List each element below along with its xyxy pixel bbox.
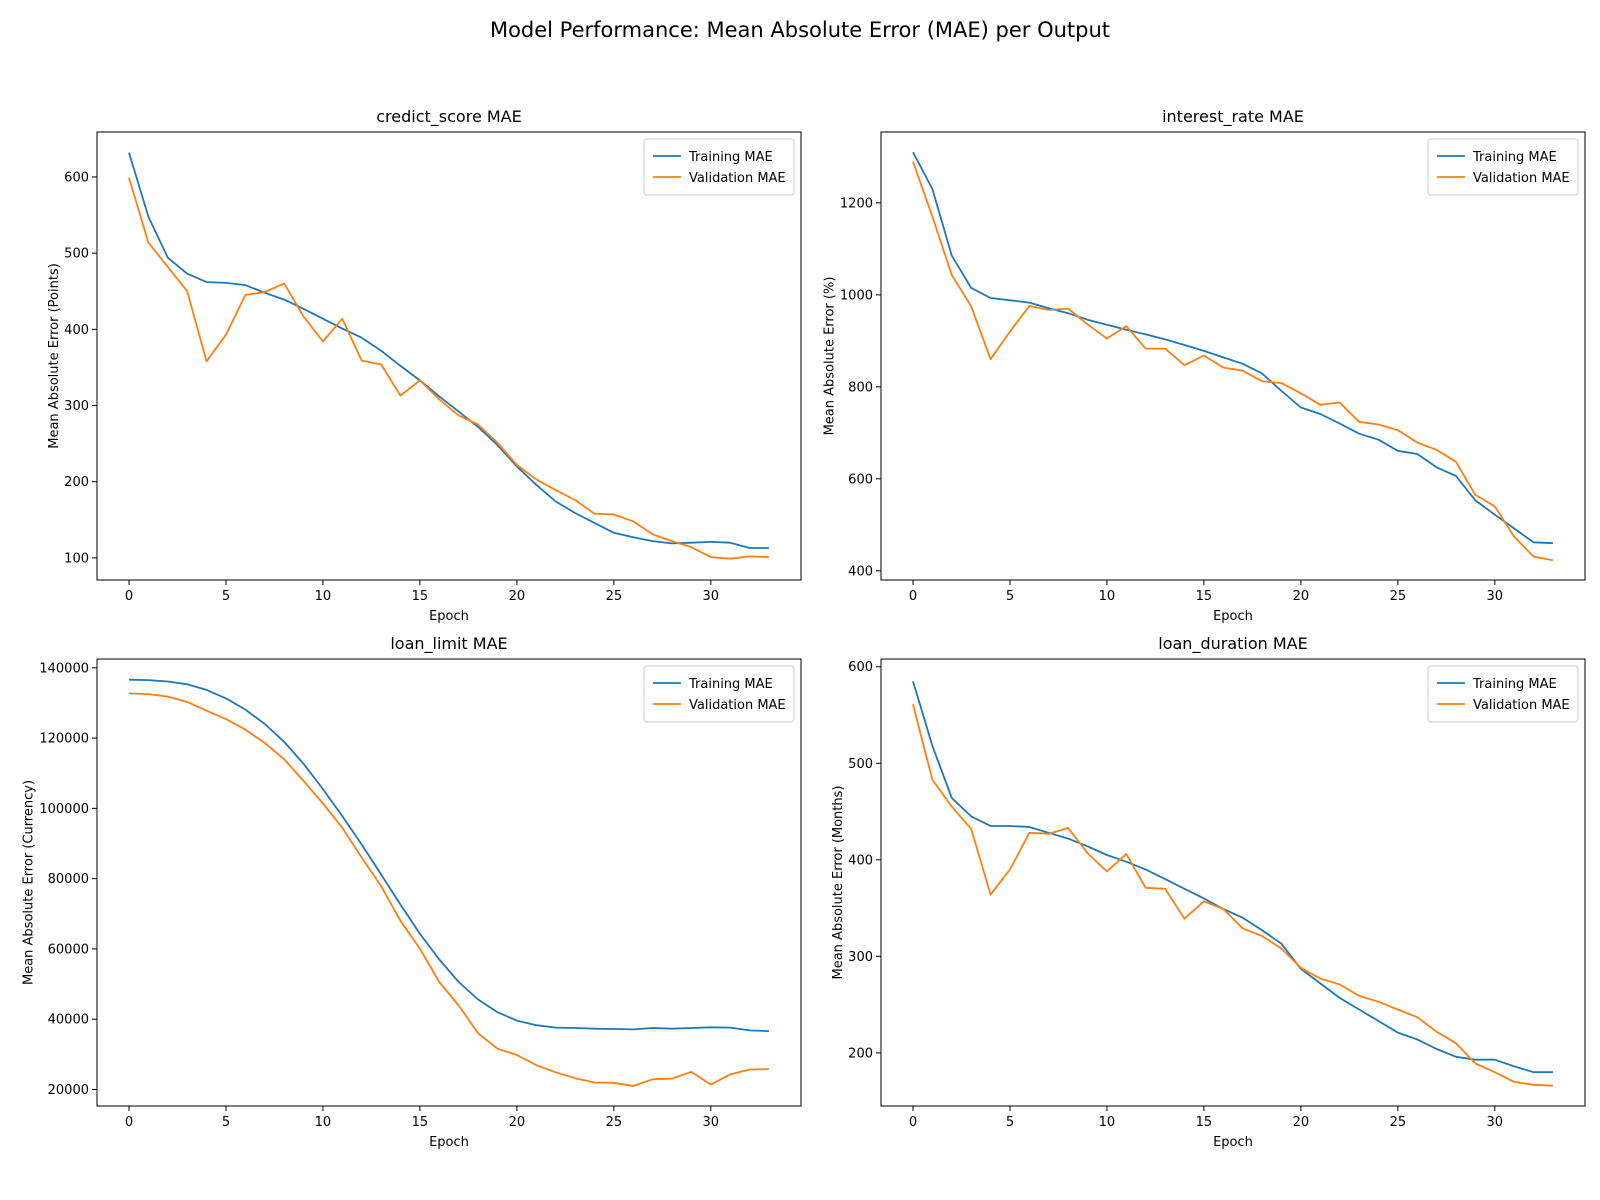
- x-tick-label: 0: [125, 1115, 133, 1130]
- x-tick-label: 15: [412, 1115, 429, 1130]
- x-tick-label: 5: [1006, 1115, 1014, 1130]
- legend-label: Training MAE: [1472, 677, 1557, 692]
- x-tick-label: 10: [1099, 1115, 1116, 1130]
- legend-label: Training MAE: [688, 677, 773, 692]
- x-axis-label: Epoch: [429, 609, 469, 624]
- y-tick-label: 100000: [39, 802, 89, 817]
- y-axis-label: Mean Absolute Error (Currency): [22, 780, 37, 985]
- y-tick-label: 100: [64, 551, 89, 566]
- chart-title: loan_duration MAE: [1158, 634, 1307, 654]
- chart-panel-2: loan_limit MAE 0 5 10 15 20 25 30 20000 40000 6000…: [22, 634, 802, 1150]
- series-line-training: [128, 152, 769, 549]
- series-line-training: [912, 151, 1554, 545]
- x-tick-label: 15: [1196, 1115, 1213, 1130]
- y-tick-label: 80000: [48, 872, 89, 887]
- legend: Training MAE Validation MAE: [1427, 665, 1579, 723]
- y-tick-label: 500: [64, 247, 89, 262]
- x-tick-label: 0: [909, 1115, 917, 1130]
- x-tick-label: 0: [125, 589, 133, 604]
- series-line-validation: [912, 161, 1554, 562]
- x-tick-label: 5: [1006, 589, 1014, 604]
- x-tick-label: 30: [1487, 1115, 1504, 1130]
- legend-box: [643, 138, 795, 196]
- x-tick-label: 15: [412, 589, 429, 604]
- y-tick-label: 300: [64, 399, 89, 414]
- series-line-validation: [128, 177, 770, 560]
- y-tick-label: 300: [848, 950, 873, 965]
- x-axis-label: Epoch: [429, 1135, 469, 1150]
- y-tick-label: 120000: [39, 732, 89, 747]
- plot-frame: [880, 658, 1586, 1107]
- legend: Training MAE Validation MAE: [1427, 138, 1579, 196]
- y-tick-label: 40000: [48, 1013, 89, 1028]
- y-tick-label: 600: [64, 170, 89, 185]
- x-tick-label: 25: [1390, 1115, 1407, 1130]
- y-tick-label: 20000: [48, 1083, 89, 1098]
- y-tick-label: 1200: [840, 196, 873, 211]
- legend-label: Training MAE: [1472, 150, 1557, 165]
- legend-box: [643, 665, 795, 723]
- y-tick-label: 1000: [840, 288, 873, 303]
- x-tick-label: 5: [222, 589, 230, 604]
- y-tick-label: 400: [848, 853, 873, 868]
- x-axis-label: Epoch: [1213, 609, 1253, 624]
- x-tick-label: 15: [1196, 589, 1213, 604]
- y-tick-label: 140000: [39, 661, 89, 676]
- y-tick-label: 400: [64, 323, 89, 338]
- chart-panel-1: interest_rate MAE 0 5 10 15 20 25 30 400 600 800 10…: [822, 107, 1586, 624]
- legend: Training MAE Validation MAE: [643, 665, 795, 723]
- plot-frame: [880, 131, 1586, 581]
- y-tick-label: 200: [64, 475, 89, 490]
- x-tick-label: 30: [703, 1115, 720, 1130]
- x-tick-label: 30: [703, 589, 720, 604]
- y-axis-label: Mean Absolute Error (Months): [831, 786, 846, 980]
- x-tick-label: 10: [315, 589, 332, 604]
- x-tick-label: 20: [509, 589, 526, 604]
- y-tick-label: 600: [848, 660, 873, 675]
- x-tick-label: 0: [909, 589, 917, 604]
- series-line-training: [912, 680, 1553, 1074]
- x-tick-label: 25: [1390, 589, 1407, 604]
- legend-label: Validation MAE: [689, 171, 786, 186]
- legend-label: Validation MAE: [1473, 171, 1570, 186]
- chart-panel-0: credict_score MAE 0 5 10 15 20 25 30 100 200 300 40…: [47, 107, 802, 624]
- series-line-training: [128, 678, 770, 1032]
- y-tick-label: 600: [848, 472, 873, 487]
- y-tick-label: 400: [848, 564, 873, 579]
- y-tick-label: 800: [848, 380, 873, 395]
- y-tick-label: 60000: [48, 942, 89, 957]
- y-axis-label: Mean Absolute Error (%): [822, 277, 837, 436]
- y-tick-label: 500: [848, 757, 873, 772]
- x-tick-label: 10: [1099, 589, 1116, 604]
- chart-title: credict_score MAE: [376, 107, 521, 127]
- plot-frame: [96, 131, 802, 581]
- x-tick-label: 25: [606, 589, 623, 604]
- chart-panel-3: loan_duration MAE 0 5 10 15 20 25 30 200 300 400 50…: [831, 634, 1586, 1150]
- plot-frame: [96, 658, 802, 1107]
- x-tick-label: 20: [509, 1115, 526, 1130]
- x-tick-label: 30: [1487, 589, 1504, 604]
- legend-box: [1427, 665, 1579, 723]
- x-tick-label: 20: [1293, 589, 1310, 604]
- x-axis-label: Epoch: [1213, 1135, 1253, 1150]
- x-tick-label: 20: [1293, 1115, 1310, 1130]
- series-line-validation: [128, 692, 770, 1087]
- legend: Training MAE Validation MAE: [643, 138, 795, 196]
- figure-title: Model Performance: Mean Absolute Error (…: [489, 18, 1111, 42]
- series-line-validation: [912, 704, 1554, 1087]
- y-tick-label: 200: [848, 1046, 873, 1061]
- x-tick-label: 10: [315, 1115, 332, 1130]
- y-axis-label: Mean Absolute Error (Points): [47, 263, 62, 449]
- x-tick-label: 5: [222, 1115, 230, 1130]
- chart-title: interest_rate MAE: [1162, 107, 1304, 127]
- legend-box: [1427, 138, 1579, 196]
- legend-label: Validation MAE: [689, 698, 786, 713]
- chart-title: loan_limit MAE: [390, 634, 507, 654]
- legend-label: Validation MAE: [1473, 698, 1570, 713]
- x-tick-label: 25: [606, 1115, 623, 1130]
- legend-label: Training MAE: [688, 150, 773, 165]
